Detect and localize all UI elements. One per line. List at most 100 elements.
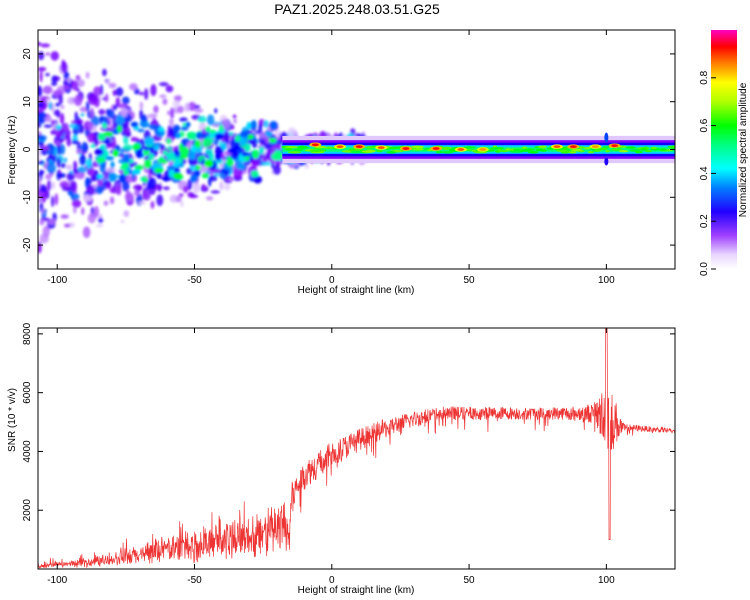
spectrogram-cell	[251, 149, 260, 159]
spectrogram-spike	[604, 132, 609, 143]
colorbar: 0.0 0.2 0.4 0.6 0.8 Normalized spectral ampl…	[699, 30, 749, 276]
spectrogram-cell	[118, 173, 127, 183]
spectrogram-cell	[108, 82, 117, 89]
spectrogram-peak	[432, 147, 440, 150]
spectrogram-cell	[38, 179, 41, 190]
spectrogram-cell	[48, 101, 53, 110]
spectrogram-cell	[85, 158, 93, 169]
spectrogram-cell	[42, 225, 51, 238]
spectrogram-cell	[54, 193, 59, 206]
spectrogram-cell	[158, 157, 165, 164]
spectrogram-cell	[659, 148, 667, 151]
snr-y-ticks: 2000 4000 6000 8000	[22, 322, 675, 521]
spectrogram-cell	[81, 207, 85, 215]
spectrogram-cell	[59, 144, 66, 155]
spectrogram-cell	[388, 146, 399, 150]
spectrogram-cell	[67, 96, 77, 105]
spectrogram-x-tick-label: -50	[187, 275, 202, 286]
spectrogram-cell	[362, 150, 376, 153]
spectrogram-cell	[166, 110, 171, 116]
spectrogram-cell	[179, 146, 190, 156]
colorbar-tick-label: 0.2	[699, 214, 710, 228]
spectrogram-cell	[273, 150, 284, 161]
spectrogram-cell	[136, 185, 142, 192]
spectrogram-cell	[350, 150, 362, 154]
spectrogram-cell	[587, 150, 595, 154]
snr-frame	[37, 327, 676, 570]
spectrogram-cell	[42, 85, 53, 95]
spectrogram-cell	[63, 84, 70, 91]
spectrogram-cell	[667, 145, 675, 148]
spectrogram-cell	[64, 223, 71, 228]
snr-y-tick-label: 2000	[22, 499, 33, 522]
spectrogram-x-tick-label: 0	[329, 275, 335, 286]
spectrogram-cell	[109, 196, 115, 205]
spectrogram-cell	[94, 148, 104, 156]
spectrogram-cell	[172, 172, 183, 179]
spectrogram-cell	[50, 82, 58, 86]
spectrogram-cell	[182, 138, 190, 144]
spectrogram-cell	[215, 145, 222, 153]
spectrogram-cell	[50, 51, 60, 61]
spectrogram-cell	[187, 178, 193, 191]
spectrogram-cell	[85, 101, 90, 112]
spectrogram-cell	[214, 108, 218, 114]
spectrogram-cell	[144, 136, 155, 146]
spectrogram-cell	[268, 137, 277, 144]
spectrogram-cell	[115, 114, 125, 125]
spectrogram-cell	[365, 146, 375, 149]
spectrogram-y-ticks: -20 -10 0 10 20	[22, 48, 675, 252]
spectrogram-spike	[604, 157, 609, 166]
spectrogram-cell	[625, 146, 636, 149]
spectrogram-cell	[168, 118, 174, 125]
spectrogram-x-tick-label: 100	[598, 275, 615, 286]
spectrogram-cell	[162, 98, 168, 106]
spectrogram-cell	[88, 168, 95, 177]
spectrogram-cell	[39, 70, 43, 83]
spectrogram-cell	[38, 241, 42, 254]
spectrogram-cell	[166, 151, 176, 162]
spectrogram-cell	[123, 169, 129, 176]
spectrogram-cell	[172, 99, 179, 109]
spectrogram-cell	[265, 131, 273, 137]
spectrogram-cell	[76, 79, 85, 88]
snr-panel: -100 -50 0 50 100 2000 4000 6000 8000 Height of…	[7, 322, 676, 596]
spectrogram-peak	[377, 146, 385, 149]
spectrogram-cell	[106, 167, 116, 173]
spectrogram-cell	[227, 147, 236, 154]
spectrogram-cell	[38, 51, 45, 61]
spectrogram-cell	[63, 157, 68, 163]
spectrogram-cell	[195, 131, 203, 140]
spectrogram-cell	[51, 181, 56, 190]
spectrogram-cell	[205, 126, 211, 132]
spectrogram-peak	[336, 145, 344, 149]
spectrogram-cell	[175, 157, 180, 166]
spectrogram-cell	[244, 143, 251, 152]
spectrogram-cell	[82, 226, 91, 239]
colorbar-tick-label: 0.6	[699, 118, 710, 132]
spectrogram-cell	[441, 146, 452, 150]
spectrogram-cell	[122, 180, 130, 192]
spectrogram-cell	[88, 122, 94, 131]
spectrogram-cell	[112, 149, 119, 157]
spectrogram-cell	[259, 146, 265, 155]
spectrogram-cell	[65, 164, 73, 170]
spectrogram-cell	[61, 122, 70, 132]
spectrogram-cell	[269, 121, 278, 131]
spectrogram-cell	[309, 149, 322, 153]
page-title: PAZ1.2025.248.03.51.G25	[274, 1, 440, 17]
snr-y-tick-label: 4000	[22, 440, 33, 463]
spectrogram-cell	[138, 201, 147, 205]
spectrogram-cell	[39, 169, 45, 175]
spectrogram-cell	[39, 219, 45, 226]
spectrogram-cell	[190, 145, 197, 153]
snr-series-line	[38, 328, 675, 569]
spectrogram-cell	[86, 185, 96, 196]
spectrogram-cell	[102, 122, 107, 129]
spectrogram-cell	[158, 126, 165, 133]
spectrogram-cell	[209, 152, 214, 162]
spectrogram-cell	[117, 124, 122, 133]
colorbar-tick-label: 0.4	[699, 166, 710, 180]
spectrogram-cell	[116, 185, 122, 196]
